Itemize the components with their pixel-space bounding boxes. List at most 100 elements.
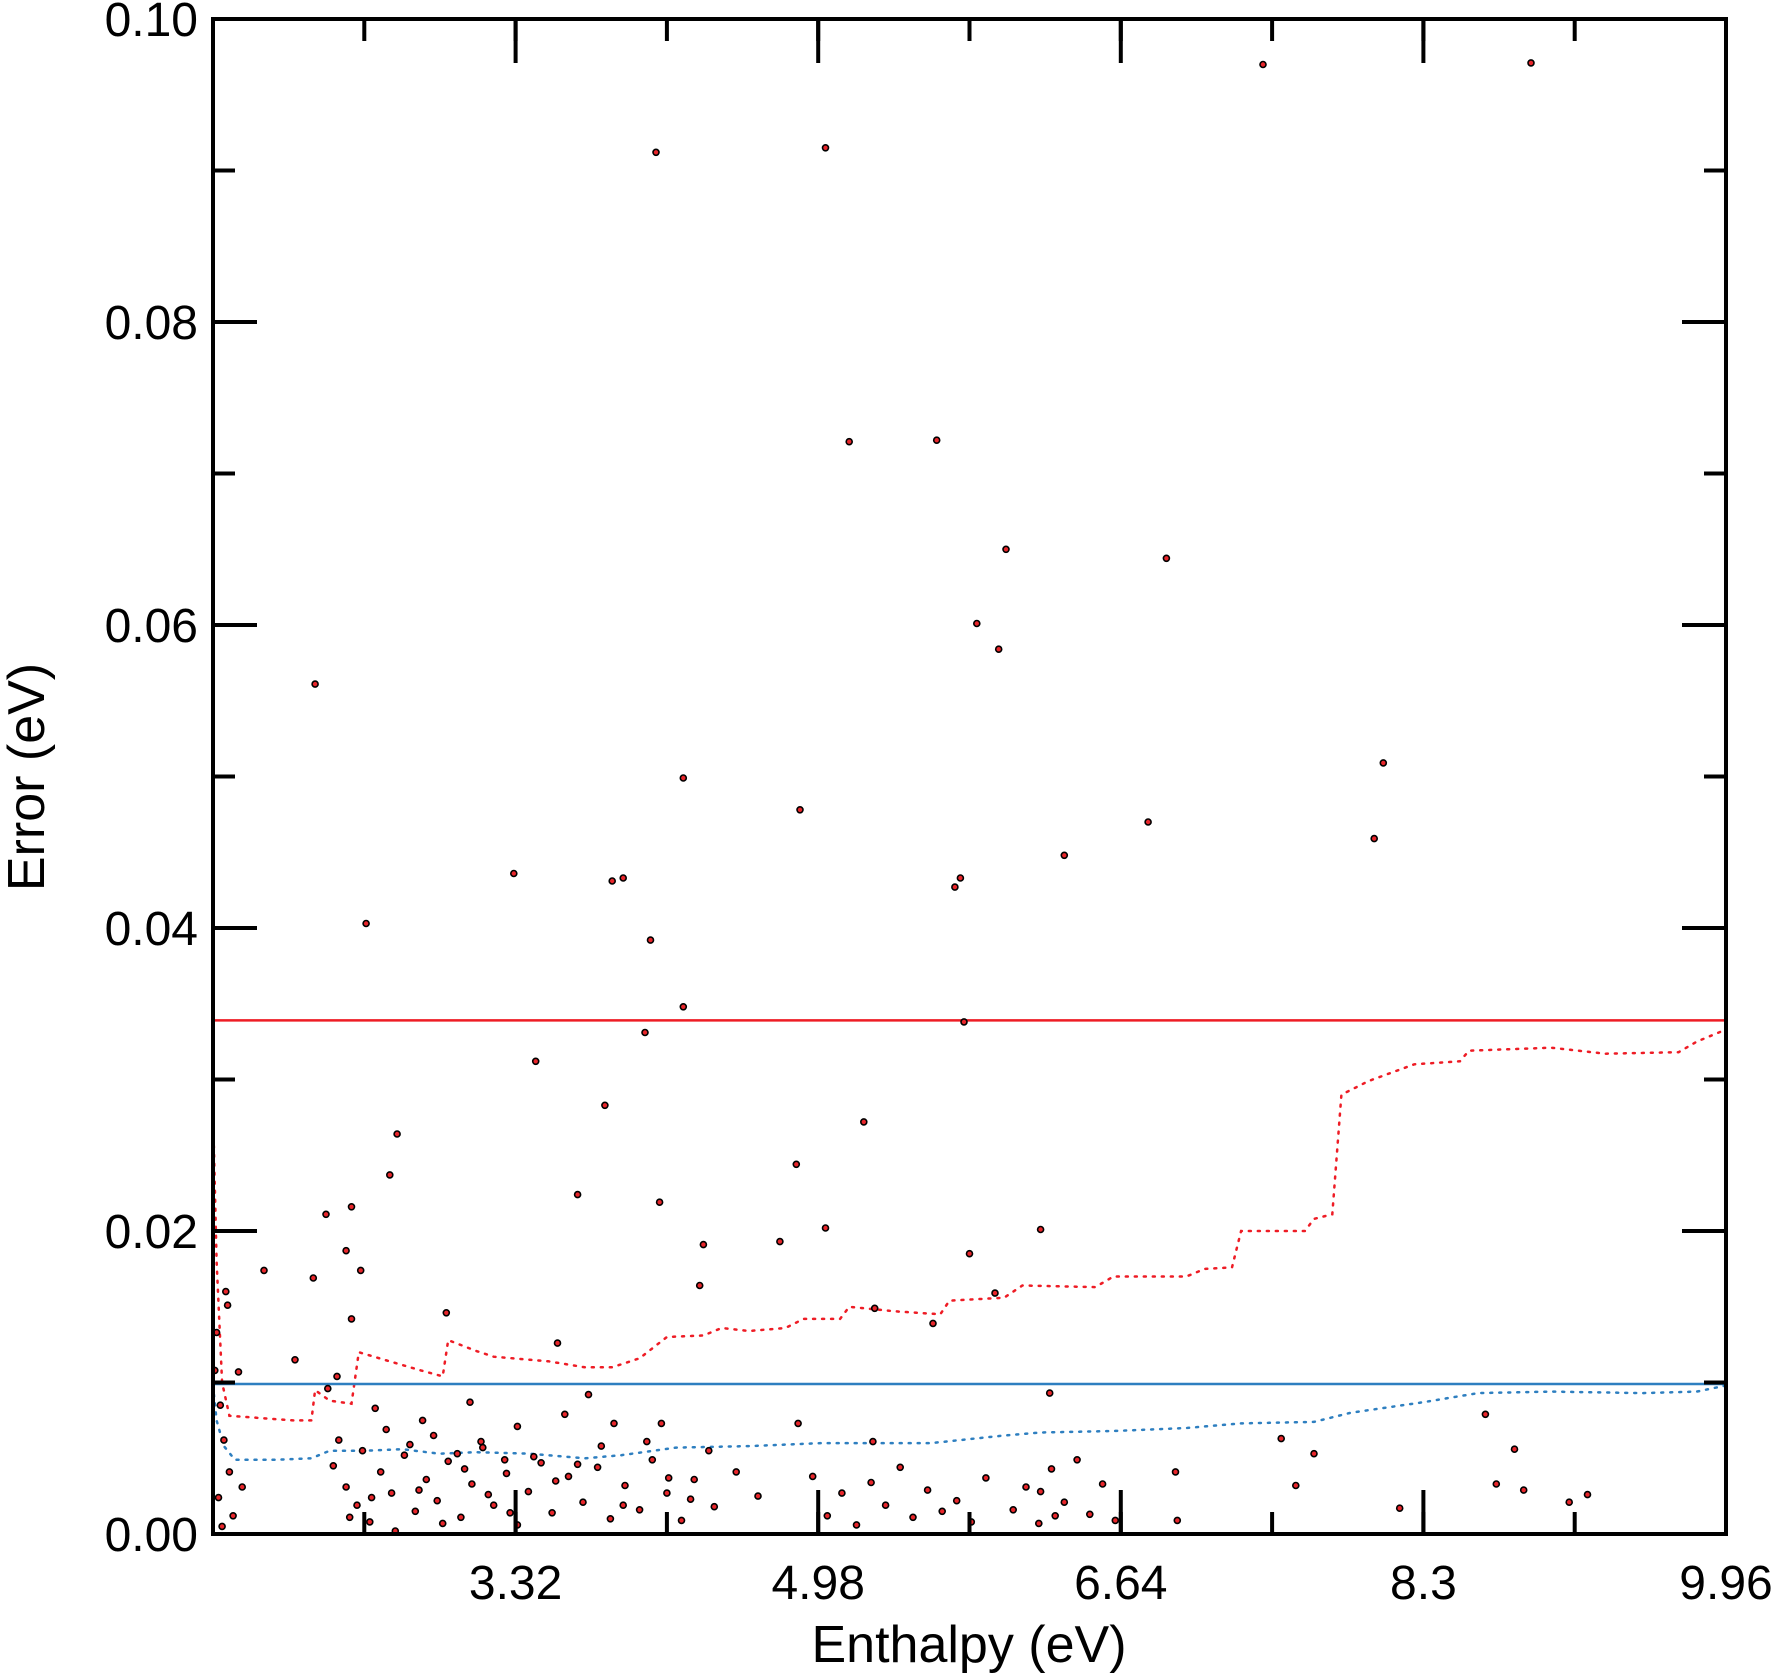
data-point: [356, 1266, 365, 1275]
data-point: [342, 1246, 350, 1255]
data-point: [1171, 1468, 1180, 1476]
data-point: [1370, 834, 1378, 843]
data-point: [506, 1509, 514, 1517]
data-point: [1060, 851, 1069, 860]
data-point: [929, 1319, 937, 1328]
data-point: [852, 1521, 861, 1529]
data-point: [642, 1437, 651, 1446]
data-point: [881, 1501, 890, 1509]
data-point: [1098, 1480, 1107, 1488]
data-point: [531, 1057, 540, 1066]
data-point: [564, 1472, 573, 1481]
data-point: [214, 1493, 223, 1502]
data-point: [1045, 1389, 1054, 1397]
data-point: [648, 1456, 657, 1464]
data-point: [597, 1442, 606, 1450]
data-point: [776, 1237, 784, 1246]
y-tick-label: 0.04: [105, 903, 198, 956]
data-point: [1565, 1498, 1573, 1506]
data-point: [457, 1513, 465, 1522]
data-point: [382, 1425, 391, 1434]
data-point: [367, 1493, 376, 1502]
y-tick-label: 0.08: [105, 297, 198, 350]
data-point: [619, 874, 628, 882]
data-point: [1047, 1465, 1056, 1473]
blue-dotted-curve: [211, 1384, 1728, 1462]
data-point: [699, 1240, 708, 1249]
data-point: [234, 1368, 243, 1376]
data-point: [679, 1002, 688, 1011]
data-point: [309, 1274, 318, 1282]
data-point: [1036, 1225, 1045, 1234]
data-point: [859, 1118, 868, 1126]
data-point: [353, 1501, 361, 1509]
data-point: [1277, 1434, 1285, 1443]
data-point: [1519, 1486, 1528, 1494]
data-point: [345, 1513, 354, 1522]
data-point: [1060, 1498, 1069, 1506]
data-point: [385, 1171, 394, 1179]
data-point: [710, 1502, 719, 1511]
data-point: [489, 1501, 498, 1509]
data-point: [393, 1130, 401, 1138]
data-point: [635, 1506, 644, 1514]
data-point: [1259, 60, 1267, 69]
x-tick-label: 4.98: [771, 1557, 864, 1610]
data-point: [438, 1519, 447, 1528]
data-point: [323, 1384, 332, 1393]
data-point: [1527, 59, 1535, 67]
data-point: [415, 1486, 423, 1494]
data-point: [365, 1518, 374, 1526]
data-point: [311, 680, 319, 688]
data-point: [400, 1451, 409, 1459]
y-tick-label: 0.10: [105, 0, 198, 47]
x-tick-label: 9.96: [1679, 1557, 1772, 1610]
data-point: [695, 1281, 704, 1290]
data-point: [690, 1475, 699, 1484]
data-point: [1022, 1483, 1030, 1491]
y-tick-label: 0.06: [105, 600, 198, 653]
data-point: [500, 1456, 509, 1464]
data-point: [1111, 1516, 1120, 1525]
data-point: [484, 1490, 493, 1499]
data-point: [477, 1437, 485, 1446]
data-point: [1583, 1490, 1592, 1499]
data-point: [460, 1465, 469, 1473]
data-point: [442, 1309, 451, 1317]
data-point: [867, 1478, 875, 1487]
data-point: [909, 1513, 917, 1522]
data-point: [845, 437, 854, 446]
x-tick-label: 6.64: [1074, 1557, 1167, 1610]
data-point: [621, 1481, 629, 1490]
data-point: [551, 1477, 560, 1485]
data-point: [1035, 1519, 1043, 1528]
y-tick-label: 0.02: [105, 1206, 198, 1259]
data-point: [411, 1507, 420, 1516]
data-point: [932, 436, 941, 445]
plot-frame: [211, 17, 1728, 1536]
data-point: [362, 919, 370, 928]
data-point: [796, 805, 804, 814]
data-point: [222, 1287, 230, 1296]
data-point: [1395, 1504, 1404, 1512]
data-point: [513, 1422, 522, 1431]
data-point: [972, 619, 981, 628]
data-point: [584, 1390, 593, 1399]
data-point: [1009, 1506, 1018, 1514]
data-point: [225, 1468, 234, 1476]
data-point: [608, 877, 617, 885]
data-point: [1510, 1445, 1519, 1453]
data-point: [1292, 1481, 1300, 1490]
data-point: [663, 1489, 671, 1497]
data-point: [334, 1436, 343, 1444]
data-point: [322, 1210, 330, 1219]
data-point: [821, 144, 830, 152]
data-point: [686, 1495, 695, 1503]
data-point: [406, 1440, 414, 1449]
data-point: [923, 1486, 932, 1494]
data-point: [524, 1487, 533, 1496]
data-point: [329, 1462, 338, 1470]
red-dotted-curve: [211, 1028, 1728, 1422]
data-point: [229, 1512, 237, 1520]
data-point: [444, 1457, 453, 1466]
